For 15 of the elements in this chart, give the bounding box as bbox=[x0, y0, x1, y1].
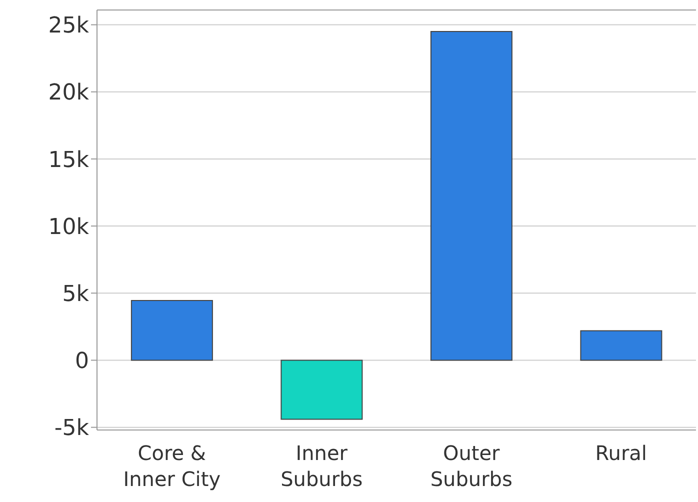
x-tick-label: Rural bbox=[595, 441, 647, 465]
bar bbox=[580, 330, 662, 361]
x-tick-label: Core & Inner City bbox=[123, 441, 221, 491]
bar bbox=[280, 360, 363, 420]
bar bbox=[130, 300, 213, 361]
y-tick-label: 15k bbox=[48, 148, 90, 173]
x-tick-label: Outer Suburbs bbox=[430, 441, 512, 491]
y-tick-label: -5k bbox=[54, 416, 90, 442]
y-tick-label: 25k bbox=[48, 14, 90, 39]
y-tick-label: 0 bbox=[75, 349, 89, 374]
y-tick-label: 20k bbox=[48, 80, 90, 106]
y-tick-label: 10k bbox=[48, 214, 90, 240]
bar bbox=[430, 30, 512, 361]
x-tick-label: Inner Suburbs bbox=[280, 441, 363, 491]
y-tick-label: 5k bbox=[62, 282, 90, 307]
